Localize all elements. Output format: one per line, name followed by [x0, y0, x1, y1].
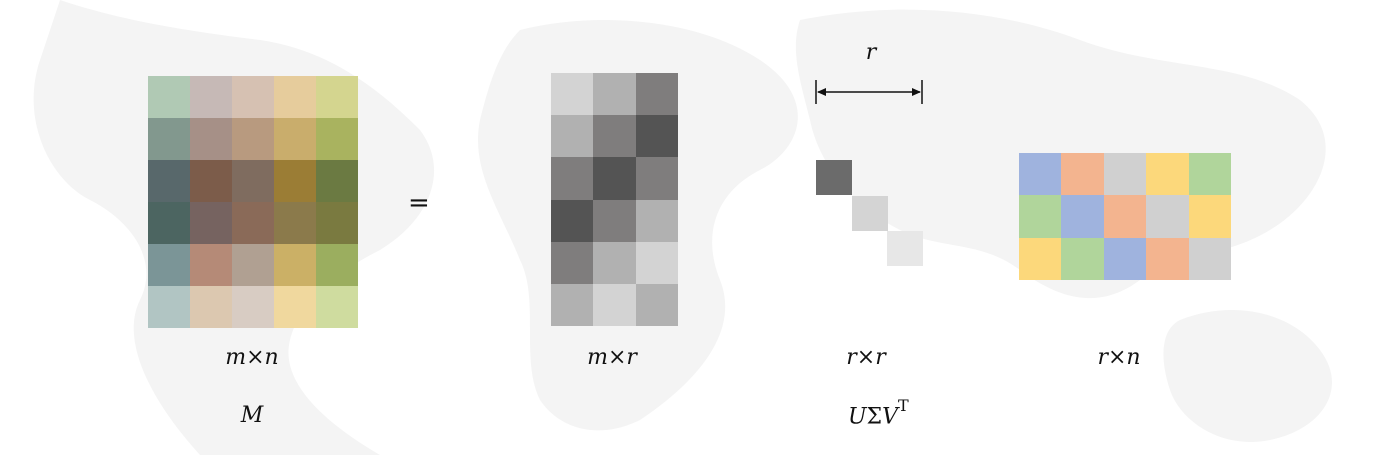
m-name-label: M: [240, 403, 264, 428]
matrix-u-cell: [593, 115, 636, 158]
matrix-m-cell: [316, 244, 358, 286]
u-dims-label: m×r: [587, 345, 637, 370]
usv-transpose: T: [898, 396, 909, 415]
matrix-m-cell: [232, 202, 274, 244]
matrix-m-cell: [274, 118, 316, 160]
matrix-vt-cell: [1146, 195, 1189, 238]
matrix-m-cell: [316, 118, 358, 160]
matrix-u-cell: [635, 115, 678, 158]
matrix-m-cell: [190, 76, 232, 118]
matrix-m-cell: [148, 202, 190, 244]
matrix-m-cell: [316, 160, 358, 202]
matrix-u-cell: [551, 199, 594, 242]
matrix-m: [148, 76, 358, 328]
matrix-vt-cell: [1188, 237, 1231, 280]
matrix-m-cell: [232, 244, 274, 286]
equals-sign: =: [408, 188, 430, 218]
matrix-u-cell: [593, 199, 636, 242]
matrix-m-cell: [232, 160, 274, 202]
matrix-vt-cell: [1103, 237, 1147, 280]
matrix-m-cell: [148, 76, 190, 118]
matrix-m-cell: [148, 286, 190, 328]
matrix-m-cell: [148, 160, 190, 202]
matrix-m-cell: [190, 286, 232, 328]
matrix-vt-cell: [1103, 195, 1147, 238]
matrix-m-cell: [232, 286, 274, 328]
sigma-dims-label: r×r: [846, 345, 886, 370]
matrix-m-cell: [316, 76, 358, 118]
matrix-m-cell: [316, 202, 358, 244]
matrix-m-cell: [190, 160, 232, 202]
matrix-m-cell: [148, 118, 190, 160]
usv-v: V: [882, 404, 898, 430]
matrix-vt-cell: [1061, 237, 1104, 280]
matrix-vt-cell: [1019, 153, 1062, 196]
matrix-m-cell: [148, 244, 190, 286]
matrix-m-cell: [190, 202, 232, 244]
matrix-m-cell: [274, 160, 316, 202]
matrix-m-cell: [274, 244, 316, 286]
matrix-u-cell: [635, 157, 678, 200]
matrix-vt-cell: [1188, 195, 1231, 238]
matrix-m-cell: [190, 118, 232, 160]
matrix-m-cell: [274, 286, 316, 328]
matrix-u: [551, 73, 678, 326]
matrix-vt-cell: [1188, 153, 1231, 196]
matrix-vt-cell: [1061, 195, 1104, 238]
matrix-vt-cell: [1019, 237, 1062, 280]
matrix-vt-cell: [1103, 153, 1147, 196]
rank-label: r: [865, 40, 877, 65]
usv-u: U: [848, 404, 867, 430]
matrix-u-cell: [635, 283, 678, 326]
sigma-diagonal-cell: [816, 160, 852, 195]
matrix-u-cell: [635, 241, 678, 284]
matrix-u-cell: [635, 199, 678, 242]
matrix-u-cell: [551, 241, 594, 284]
m-dims-label: m×n: [225, 345, 279, 370]
matrix-m-cell: [316, 286, 358, 328]
usv-sigma: Σ: [866, 404, 883, 430]
matrix-m-cell: [274, 76, 316, 118]
usv-formula: UΣVT: [848, 396, 909, 430]
matrix-vt-cell: [1146, 237, 1189, 280]
matrix-m-cell: [274, 202, 316, 244]
matrix-vt-cell: [1061, 153, 1104, 196]
sigma-diagonal-cell: [851, 195, 888, 231]
matrix-u-cell: [551, 115, 594, 158]
matrix-u-cell: [551, 73, 594, 116]
matrix-u-cell: [593, 157, 636, 200]
vt-dims-label: r×n: [1097, 345, 1141, 370]
matrix-u-cell: [593, 283, 636, 326]
matrix-m-cell: [190, 244, 232, 286]
matrix-u-cell: [593, 241, 636, 284]
matrix-u-cell: [551, 283, 594, 326]
matrix-u-cell: [635, 73, 678, 116]
matrix-vt-cell: [1019, 195, 1062, 238]
matrix-u-cell: [551, 157, 594, 200]
matrix-u-cell: [593, 73, 636, 116]
matrix-m-cell: [232, 118, 274, 160]
matrix-vt-cell: [1146, 153, 1189, 196]
matrix-m-cell: [232, 76, 274, 118]
sigma-diagonal-cell: [887, 231, 923, 266]
matrix-vt: [1019, 153, 1231, 280]
rank-width-arrow: [815, 80, 923, 104]
